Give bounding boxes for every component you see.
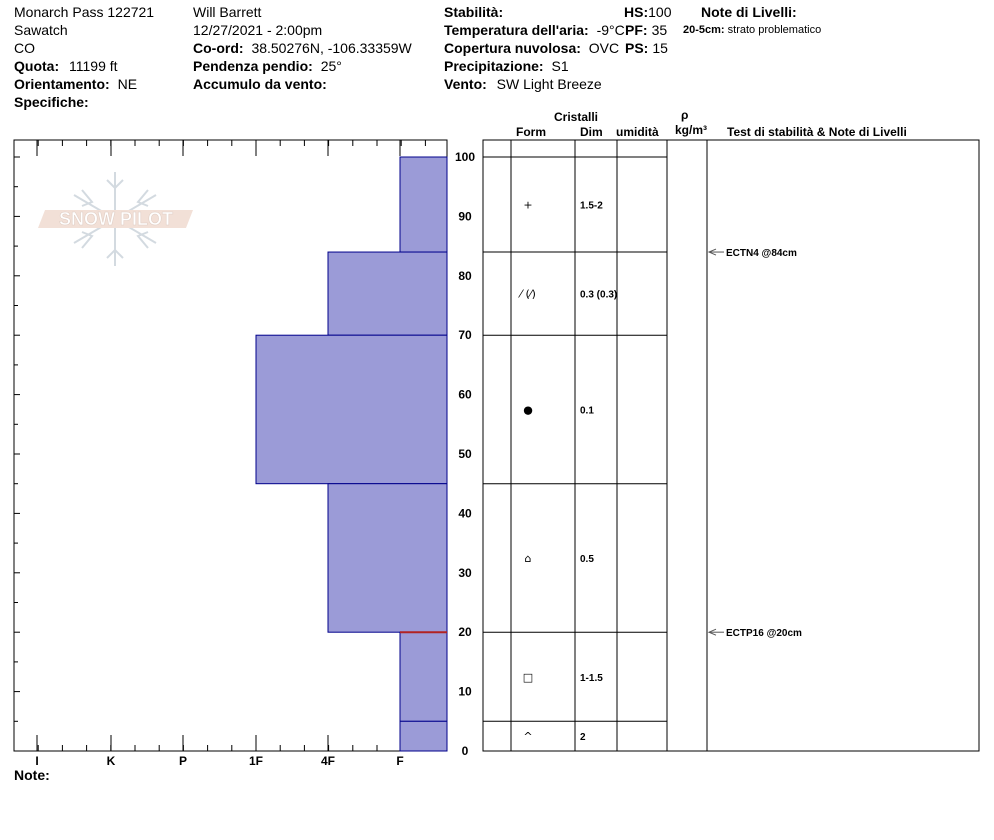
hardness-layer-bar — [327, 251, 448, 336]
slope-value: 25° — [320, 58, 342, 74]
elevation-label: Quota: — [14, 58, 60, 74]
layer-table-frame — [482, 139, 980, 752]
ps-row: PS: 15 — [625, 40, 668, 56]
hardness-tick-label: I — [35, 754, 38, 768]
aspect-value: NE — [117, 76, 138, 92]
wind-loading-label: Accumulo da vento: — [193, 76, 327, 92]
grain-size-value: 1.5-2 — [580, 201, 603, 212]
hs-label: HS: — [624, 4, 649, 20]
specifics-label: Specifiche: — [14, 94, 89, 110]
layer-note-text: strato problematico — [727, 24, 822, 36]
coord-value: 38.50276N, -106.33359W — [251, 40, 412, 56]
layer-note-depth: 20-5cm: — [683, 24, 725, 36]
test-arrow-head — [707, 248, 717, 256]
notes-label: Note: — [14, 767, 50, 783]
slope-row: Pendenza pendio: 25° — [193, 58, 342, 74]
precip-row: Precipitazione: S1 — [444, 58, 569, 74]
logo-banner — [38, 210, 193, 228]
form-header: Form — [516, 125, 546, 139]
grain-size-value: 0.3 (0.3) — [580, 290, 617, 301]
wind-row: Vento: SW Light Breeze — [444, 76, 602, 92]
depth-tick-label: 10 — [458, 685, 472, 699]
pf-value: 35 — [651, 22, 668, 38]
hardness-tick-label: 1F — [249, 754, 263, 768]
grain-form-symbol: ⁄ (⁄) — [517, 288, 536, 301]
pf-row: PF: 35 — [625, 22, 667, 38]
depth-tick-label: 90 — [458, 209, 472, 223]
hardness-tick-label: F — [396, 754, 403, 768]
grain-form-symbol: ● — [523, 403, 533, 416]
snowpilot-logo: SNOW PILOT — [38, 172, 193, 266]
pf-label: PF: — [625, 22, 648, 38]
slope-label: Pendenza pendio: — [193, 58, 313, 74]
aspect-label: Orientamento: — [14, 76, 110, 92]
depth-tick-label: 0 — [462, 744, 469, 758]
grain-form-symbol: ^ — [523, 730, 532, 743]
precip-value: S1 — [551, 58, 569, 74]
layer-note-row: 20-5cm: strato problematico — [683, 24, 821, 37]
depth-tick-label: 60 — [458, 388, 472, 402]
depth-tick-label: 40 — [458, 506, 472, 520]
grain-form-symbol: ⌂ — [525, 552, 532, 565]
logo-text: SNOW PILOT — [59, 209, 173, 229]
crystals-header: Cristalli — [554, 110, 599, 124]
grain-form-symbol: + — [523, 199, 532, 212]
grain-size-value: 1-1.5 — [580, 673, 603, 684]
hardness-tick-label: 4F — [321, 754, 335, 768]
stability-test-label: ECTP16 @20cm — [726, 628, 802, 639]
hardness-tick-label: P — [179, 754, 187, 768]
size-header: Dim — [580, 125, 603, 139]
air-temp-label: Temperatura dell'aria: — [444, 22, 589, 38]
layer-notes-title: Note di Livelli: — [701, 4, 797, 20]
depth-tick-label: 100 — [455, 150, 475, 164]
test-arrow-head — [707, 628, 717, 636]
observation-datetime: 12/27/2021 - 2:00pm — [193, 22, 323, 38]
mountain-range: Sawatch — [14, 22, 68, 38]
hardness-layer-bar — [399, 631, 448, 722]
depth-tick-label: 50 — [458, 447, 472, 461]
location-name: Monarch Pass 122721 — [14, 4, 155, 20]
elevation-row: Quota: 11199 ft — [14, 58, 118, 74]
wind-label: Vento: — [444, 76, 487, 92]
elevation-value: 11199 ft — [69, 58, 118, 74]
hardness-layer-bar — [399, 720, 448, 752]
state: CO — [14, 40, 35, 56]
ps-label: PS: — [625, 40, 649, 56]
sky-value: OVC — [588, 40, 620, 56]
density-unit-header: kg/m³ — [675, 123, 708, 137]
ps-value: 15 — [652, 40, 668, 56]
grain-size-value: 2 — [580, 732, 586, 743]
hardness-tick-label: K — [107, 754, 116, 768]
grain-form-symbol: □ — [523, 671, 533, 684]
observer-name: Will Barrett — [193, 4, 262, 20]
air-temp-value: -9°C — [596, 22, 625, 38]
wind-value: SW Light Breeze — [496, 76, 602, 92]
coord-label: Co-ord: — [193, 40, 244, 56]
grain-size-value: 0.5 — [580, 554, 594, 565]
sky-label: Copertura nuvolosa: — [444, 40, 581, 56]
stability-test-label: ECTN4 @84cm — [726, 248, 797, 259]
hs-row: HS:100 — [624, 4, 671, 20]
moisture-header: umidità — [616, 125, 659, 139]
stability-label: Stabilità: — [444, 4, 504, 20]
hardness-layer-bar — [255, 334, 448, 485]
hs-value: 100 — [648, 4, 672, 20]
air-temp-row: Temperatura dell'aria: -9°C — [444, 22, 625, 38]
depth-tick-label: 70 — [458, 328, 472, 342]
aspect-row: Orientamento: NE — [14, 76, 137, 92]
depth-tick-label: 30 — [458, 566, 472, 580]
coordinates-row: Co-ord: 38.50276N, -106.33359W — [193, 40, 412, 56]
tests-header: Test di stabilità & Note di Livelli — [727, 125, 907, 139]
hardness-layer-bar — [327, 483, 448, 633]
depth-tick-label: 80 — [458, 269, 472, 283]
hardness-layer-bar — [399, 156, 448, 253]
grain-size-value: 0.1 — [580, 405, 594, 416]
density-symbol-header: ρ — [681, 108, 689, 122]
precip-label: Precipitazione: — [444, 58, 544, 74]
depth-tick-label: 20 — [458, 625, 472, 639]
sky-row: Copertura nuvolosa: OVC — [444, 40, 619, 56]
